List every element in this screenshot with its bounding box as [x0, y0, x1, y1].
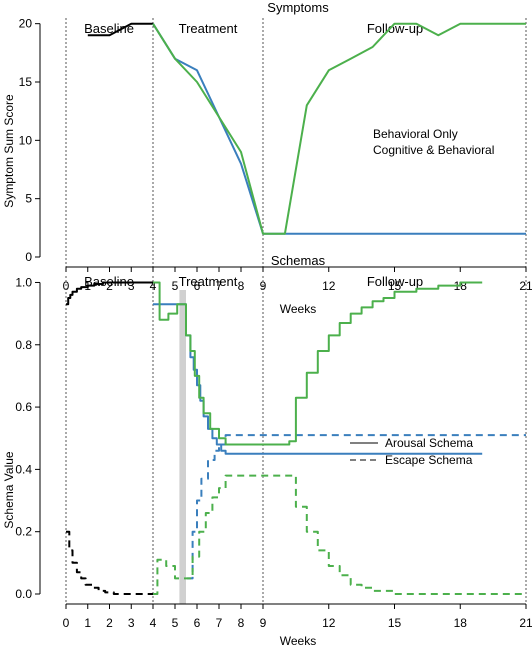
schemas-x-tick-label: 9	[260, 616, 267, 630]
schemas-x-tick-label: 8	[238, 616, 245, 630]
symptoms-xlabel: Weeks	[280, 302, 316, 316]
symptoms-y-tick-label: 15	[19, 75, 33, 89]
schemas-ylabel: Schema Value	[2, 451, 16, 528]
schemas-series-baseline-dashed	[66, 530, 153, 595]
schemas-x-tick-label: 5	[172, 616, 179, 630]
schemas-phase-treatment: Treatment	[179, 274, 238, 289]
schemas-x-tick-label: 15	[388, 616, 402, 630]
schemas-series-behavioral-solid	[153, 303, 483, 455]
schemas-xlabel: Weeks	[280, 634, 316, 648]
symptoms-series-behavioral	[152, 23, 526, 235]
symptoms-x-tick-label: 5	[172, 279, 179, 293]
schemas-y-tick-label: 0.2	[15, 525, 32, 539]
symptoms-x-tick-label: 7	[216, 279, 223, 293]
schemas-x-tick-label: 0	[63, 616, 70, 630]
schemas-legend-escape: Escape Schema	[385, 453, 473, 467]
schemas-x-tick-label: 6	[194, 616, 201, 630]
symptoms-ylabel: Symptom Sum Score	[2, 94, 16, 208]
schemas-y-tick-label: 0.6	[15, 400, 32, 414]
symptoms-x-tick-label: 8	[238, 279, 245, 293]
schemas-phase-followup: Follow-up	[367, 274, 423, 289]
symptoms-title: Symptoms	[267, 0, 329, 15]
schemas-x-tick-label: 1	[84, 616, 91, 630]
schemas-x-tick-label: 2	[106, 616, 113, 630]
schemas-x-tick-label: 7	[216, 616, 223, 630]
schemas-series-baseline-solid	[66, 281, 153, 306]
symptoms-y-tick-label: 20	[19, 17, 33, 31]
schemas-series-cognitive-dashed	[153, 474, 526, 595]
symptoms-legend-behavioral: Behavioral Only	[373, 127, 458, 141]
symptoms-series-cognitive	[152, 22, 526, 235]
schemas-y-tick-label: 0.0	[15, 587, 32, 601]
symptoms-panel: Symptoms Baseline Treatment Follow-up Be…	[2, 0, 532, 316]
schemas-title: Schemas	[271, 253, 326, 268]
schemas-x-tick-label: 3	[128, 616, 135, 630]
schemas-panel: Schemas Baseline Treatment Follow-up Aro…	[2, 253, 532, 648]
symptoms-phase-followup: Follow-up	[367, 21, 423, 36]
symptoms-x-tick-label: 2	[106, 279, 113, 293]
schemas-shaded-band	[179, 290, 186, 604]
symptoms-x-tick-label: 3	[128, 279, 135, 293]
symptoms-series-baseline	[87, 22, 153, 37]
schemas-y-tick-label: 1.0	[15, 275, 32, 289]
symptoms-y-tick-label: 5	[25, 192, 32, 206]
schemas-y-tick-label: 0.8	[15, 338, 32, 352]
schemas-x-tick-label: 18	[454, 616, 468, 630]
schemas-x-tick-label: 12	[322, 616, 336, 630]
symptoms-y-tick-label: 10	[19, 133, 33, 147]
symptoms-x-tick-label: 15	[388, 279, 402, 293]
symptoms-legend-cognitive: Cognitive & Behavioral	[373, 143, 494, 157]
symptoms-x-tick-label: 6	[194, 279, 201, 293]
symptoms-y-tick-label: 0	[25, 250, 32, 264]
symptoms-x-tick-label: 12	[322, 279, 336, 293]
schemas-series-cognitive-solid	[153, 281, 483, 446]
symptoms-phase-baseline: Baseline	[84, 21, 134, 36]
symptoms-phase-treatment: Treatment	[179, 21, 238, 36]
schemas-x-tick-label: 21	[519, 616, 532, 630]
schemas-x-tick-label: 4	[150, 616, 157, 630]
schemas-series-behavioral-dashed	[187, 434, 526, 580]
schemas-y-tick-label: 0.4	[15, 462, 32, 476]
schemas-legend-arousal: Arousal Schema	[385, 436, 473, 450]
